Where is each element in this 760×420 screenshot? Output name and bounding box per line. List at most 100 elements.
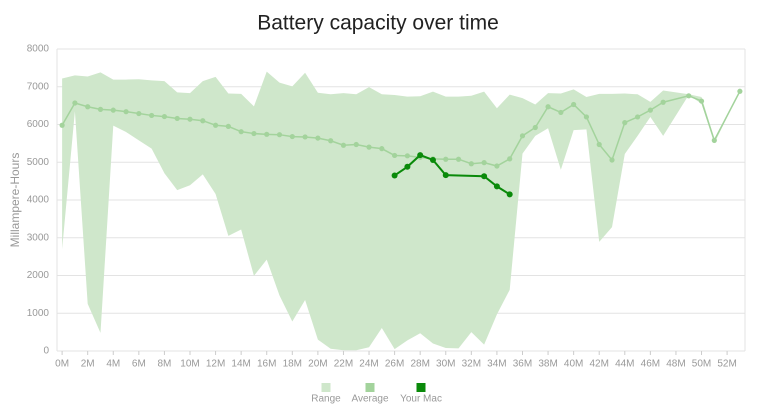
data-point	[85, 104, 91, 110]
data-point	[442, 172, 449, 179]
x-tick-label: 20M	[308, 359, 327, 370]
data-point	[289, 133, 295, 140]
x-tick-label: 40M	[564, 359, 583, 370]
data-point	[404, 153, 410, 159]
legend-label: Average	[351, 394, 389, 405]
data-point	[392, 152, 398, 159]
chart-title: Battery capacity over time	[257, 12, 499, 35]
data-point	[404, 163, 411, 170]
data-point	[187, 116, 193, 122]
data-point	[391, 172, 398, 179]
data-point	[698, 98, 705, 104]
data-point	[315, 135, 321, 141]
x-tick-label: 38M	[538, 359, 557, 370]
range-area	[62, 71, 740, 351]
data-point	[340, 142, 347, 148]
data-point	[123, 109, 129, 115]
y-tick-label: 2000	[27, 270, 50, 281]
data-point	[302, 134, 308, 140]
x-tick-label: 30M	[436, 359, 455, 370]
data-point	[59, 122, 65, 128]
x-tick-label: 0M	[55, 359, 69, 370]
x-tick-label: 6M	[132, 359, 146, 370]
x-tick-label: 22M	[334, 359, 353, 370]
y-tick-label: 5000	[27, 157, 50, 168]
legend-swatch	[321, 383, 331, 392]
data-point	[596, 141, 602, 148]
data-point	[366, 144, 372, 150]
data-point	[609, 157, 615, 163]
x-tick-label: 48M	[666, 359, 685, 370]
data-point	[443, 156, 449, 162]
y-axis-label: Millampere-Hours	[8, 153, 22, 248]
data-point	[429, 156, 436, 163]
x-tick-label: 32M	[462, 359, 481, 370]
y-tick-label: 3000	[27, 232, 50, 243]
data-point	[571, 101, 577, 108]
data-point	[238, 129, 244, 135]
legend-swatch	[365, 383, 375, 392]
data-point	[149, 112, 155, 119]
y-tick-label: 6000	[27, 119, 50, 130]
data-point	[686, 93, 692, 99]
data-point	[455, 156, 462, 162]
x-tick-label: 42M	[589, 359, 608, 370]
data-point	[622, 120, 628, 126]
x-tick-label: 46M	[641, 359, 660, 370]
x-tick-label: 16M	[257, 359, 276, 370]
y-tick-label: 1000	[27, 308, 50, 319]
data-point	[583, 114, 590, 120]
data-point	[200, 118, 206, 124]
x-tick-label: 36M	[513, 359, 532, 370]
data-point	[558, 109, 564, 116]
legend-swatch	[416, 383, 426, 392]
y-tick-label: 7000	[27, 81, 50, 92]
data-point	[72, 100, 78, 106]
data-point	[737, 88, 743, 94]
y-tick-label: 0	[43, 346, 49, 357]
data-point	[276, 132, 283, 138]
x-tick-label: 28M	[410, 359, 429, 370]
data-point	[264, 131, 270, 137]
data-point	[225, 123, 231, 129]
data-point	[660, 99, 666, 105]
data-point	[110, 107, 116, 113]
data-point	[532, 124, 538, 131]
data-point	[174, 115, 180, 122]
x-tick-label: 50M	[692, 359, 711, 370]
legend-label: Your Mac	[400, 394, 442, 405]
series-line	[61, 90, 741, 167]
y-tick-label: 4000	[27, 195, 50, 206]
data-point	[507, 156, 513, 162]
x-tick-label: 4M	[106, 359, 120, 370]
data-point	[634, 114, 641, 120]
legend-label: Range	[311, 394, 341, 405]
data-point	[468, 161, 474, 167]
x-tick-label: 14M	[231, 359, 250, 370]
data-point	[519, 133, 526, 139]
x-tick-label: 34M	[487, 359, 506, 370]
data-point	[97, 106, 104, 112]
x-tick-label: 2M	[81, 359, 95, 370]
data-point	[328, 138, 334, 144]
x-tick-label: 52M	[717, 359, 736, 370]
data-point	[481, 173, 488, 180]
data-point	[161, 113, 168, 120]
data-point	[353, 141, 359, 148]
x-tick-label: 8M	[157, 359, 171, 370]
x-tick-label: 10M	[180, 359, 199, 370]
data-point	[647, 107, 653, 113]
data-point	[545, 104, 551, 110]
x-tick-label: 44M	[615, 359, 634, 370]
data-point	[417, 152, 424, 159]
y-tick-label: 8000	[27, 44, 50, 55]
data-point	[251, 130, 257, 137]
data-point	[481, 160, 487, 166]
data-point	[494, 163, 500, 169]
x-tick-label: 26M	[385, 359, 404, 370]
data-point	[379, 146, 385, 152]
x-tick-label: 24M	[359, 359, 378, 370]
data-point	[136, 110, 142, 117]
data-point	[506, 191, 513, 198]
